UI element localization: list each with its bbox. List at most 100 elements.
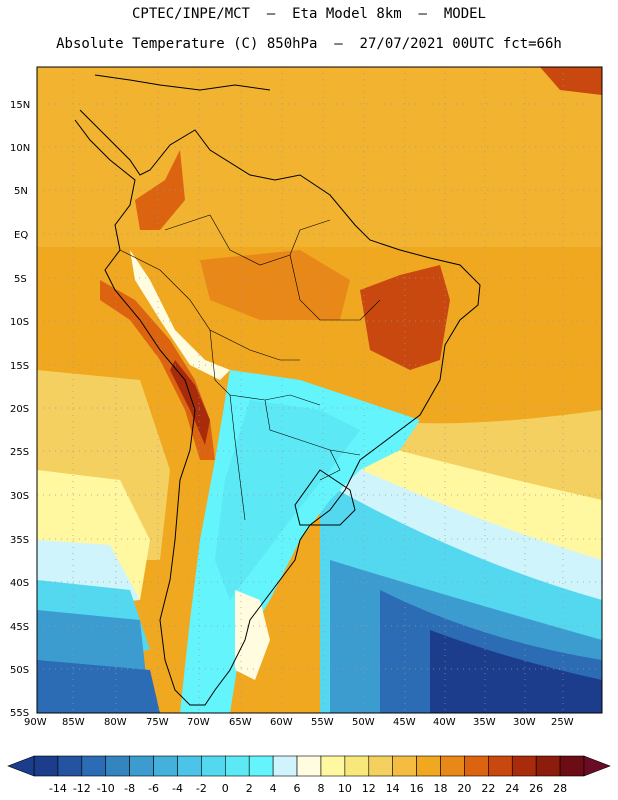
andes-warm-ridge — [100, 280, 215, 460]
colorbar-label: -6 — [148, 782, 159, 795]
colorbar-labels: -14 -12 -10 -8 -6 -4 -2 0 2 4 6 8 10 12 14 16 18 20 22 24 26… — [49, 782, 567, 795]
coastlines — [74, 74, 481, 706]
lat-label: 15N — [10, 100, 30, 111]
andes-hot-core — [170, 360, 210, 445]
colorbar-cell — [320, 755, 346, 777]
colorbar-label: 14 — [386, 782, 400, 795]
central-warm — [200, 250, 350, 320]
colorbar-cell — [392, 755, 417, 777]
lon-label: 55W — [311, 717, 334, 728]
lat-axis: 15N 10N 5N EQ 5S 10S 15S 20S 25S 30S 35S… — [10, 100, 30, 719]
colorbar-cell — [344, 755, 370, 777]
lat-label: 40S — [10, 578, 29, 589]
borders — [119, 214, 381, 521]
colorbar-label: 16 — [410, 782, 424, 795]
colorbar-label: 20 — [457, 782, 471, 795]
map-frame — [36, 66, 603, 714]
atlantic-band-neg10 — [430, 630, 602, 713]
lon-label: 40W — [433, 717, 456, 728]
lat-label: 35S — [10, 535, 29, 546]
colorbar-cell — [153, 755, 178, 777]
colorbar-label: 0 — [222, 782, 229, 795]
lat-label: 45S — [10, 622, 29, 633]
andes-cool-crest — [130, 250, 230, 380]
lon-label: 70W — [187, 717, 210, 728]
colorbar-label: 26 — [529, 782, 543, 795]
lon-label: 75W — [146, 717, 169, 728]
lat-label: 55S — [10, 708, 29, 719]
colorbar-cell — [225, 755, 250, 777]
lon-label: 45W — [393, 717, 416, 728]
lon-label: 50W — [352, 717, 375, 728]
lat-label: EQ — [14, 230, 28, 241]
pacific-band-neg6 — [37, 660, 160, 713]
lon-label: 25W — [551, 717, 574, 728]
colorbar-cells — [33, 755, 585, 777]
colorbar-label: 18 — [434, 782, 448, 795]
atlantic-ne-hot — [540, 67, 602, 95]
colorbar-cell — [368, 755, 393, 777]
lat-label: 5S — [14, 274, 27, 285]
lat-label: 25S — [10, 447, 29, 458]
grid — [37, 67, 602, 713]
colorbar-label: 2 — [246, 782, 253, 795]
colorbar-label: 8 — [317, 782, 324, 795]
colorbar-label: 24 — [505, 782, 519, 795]
colorbar-cell — [511, 755, 537, 777]
colorbar-label: 6 — [294, 782, 301, 795]
colorbar-right-arrow — [583, 755, 611, 777]
lat-label: 30S — [10, 491, 29, 502]
colorbar-label: -4 — [172, 782, 183, 795]
colorbar-cell — [272, 755, 298, 777]
colorbar-cell — [105, 755, 130, 777]
colorbar-cell — [416, 755, 441, 777]
lat-label: 20S — [10, 404, 29, 415]
colorbar-cell — [488, 755, 513, 777]
lat-label: 10S — [10, 317, 29, 328]
lat-label: 10N — [10, 143, 30, 154]
title-line-2: Absolute Temperature (C) 850hPa – 27/07/… — [56, 36, 562, 52]
colorbar-label: 12 — [362, 782, 376, 795]
lon-label: 90W — [24, 717, 47, 728]
colorbar-label: 22 — [481, 782, 495, 795]
lat-label: 50S — [10, 665, 29, 676]
colorbar-cell — [535, 755, 561, 777]
lon-label: 35W — [473, 717, 496, 728]
patagonia-warm — [235, 590, 270, 680]
lon-label: 85W — [62, 717, 85, 728]
lon-axis: 90W 85W 80W 75W 70W 65W 60W 55W 50W 45W … — [24, 717, 574, 728]
colorbar-label: 28 — [553, 782, 567, 795]
colorbar-label: -10 — [97, 782, 115, 795]
colorbar-cell — [129, 755, 154, 777]
colorbar-cell — [464, 755, 489, 777]
colombia-warm — [135, 150, 185, 230]
colorbar-cell — [248, 755, 274, 777]
lon-label: 60W — [270, 717, 293, 728]
lat-label: 5N — [14, 186, 28, 197]
colorbar: -14 -12 -10 -8 -6 -4 -2 0 2 4 6 8 10 12 14 16 18 20 22 24 26… — [7, 755, 611, 795]
title-line-1: CPTEC/INPE/MCT – Eta Model 8km – MODEL — [131, 6, 486, 22]
colorbar-label: -2 — [196, 782, 207, 795]
cold-core — [215, 400, 360, 600]
colorbar-cell — [57, 755, 83, 777]
colorbar-cell — [81, 755, 107, 777]
colorbar-cell — [201, 755, 226, 777]
colorbar-label: 4 — [270, 782, 277, 795]
colorbar-label: -8 — [124, 782, 135, 795]
warm-north-band — [37, 67, 602, 247]
colorbar-cell — [177, 755, 202, 777]
lon-label: 65W — [229, 717, 252, 728]
colorbar-label: 10 — [338, 782, 352, 795]
colorbar-cell — [296, 755, 322, 777]
lat-label: 15S — [10, 361, 29, 372]
colorbar-cell — [559, 755, 585, 777]
colorbar-label: -14 — [49, 782, 67, 795]
brazil-hot-spot — [360, 265, 450, 370]
colorbar-left-arrow — [7, 755, 35, 777]
colorbar-cell — [440, 755, 465, 777]
temperature-map: 15N 10N 5N EQ 5S 10S 15S 20S 25S 30S 35S… — [10, 66, 603, 728]
lon-label: 30W — [513, 717, 536, 728]
colorbar-cell — [33, 755, 59, 777]
colorbar-label: -12 — [73, 782, 91, 795]
lon-label: 80W — [104, 717, 127, 728]
